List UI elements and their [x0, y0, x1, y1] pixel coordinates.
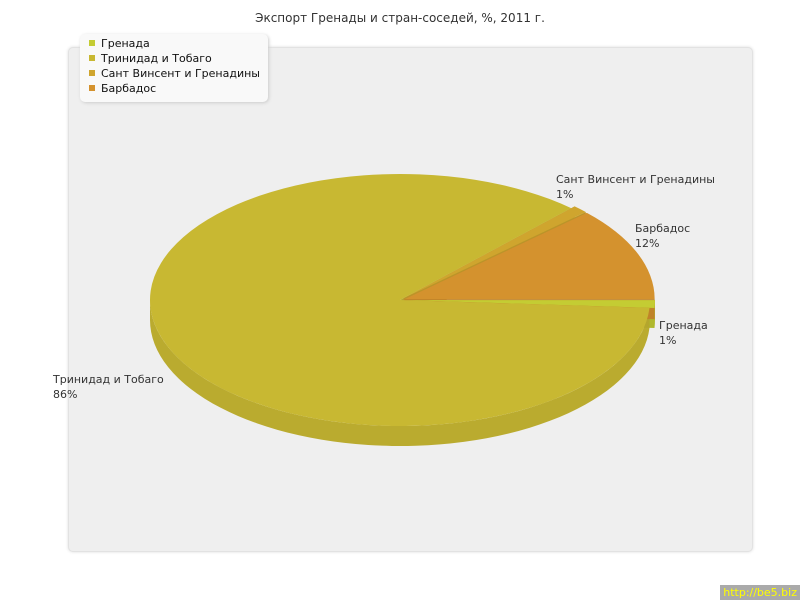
chart-title: Экспорт Гренады и стран-соседей, %, 2011…	[255, 11, 545, 25]
legend-item[interactable]: Тринидад и Тобаго	[89, 51, 212, 66]
pie-slice-2	[403, 206, 586, 299]
pie-slice-side	[150, 300, 650, 446]
credit-link[interactable]: http://be5.biz	[720, 585, 800, 600]
legend: Гренада Тринидад и Тобаго Сант Винсент и…	[80, 34, 268, 102]
legend-swatch	[89, 40, 95, 46]
data-label-barbados: Барбадос 12%	[635, 222, 691, 250]
legend-label: Сант Винсент и Гренадины	[101, 67, 260, 80]
data-label-grenada: Гренада 1%	[659, 319, 708, 347]
legend-label: Тринидад и Тобаго	[101, 52, 212, 65]
pie-slice-3	[404, 212, 655, 300]
pie-slice-0	[404, 300, 655, 308]
legend-item[interactable]: Сант Винсент и Гренадины	[89, 66, 260, 81]
legend-label: Гренада	[101, 37, 150, 50]
legend-swatch	[89, 85, 95, 91]
legend-item[interactable]: Барбадос	[89, 81, 156, 96]
pie-slice-1	[150, 174, 650, 426]
data-label-st-vincent: Сант Винсент и Гренадины 1%	[556, 173, 715, 201]
legend-swatch	[89, 55, 95, 61]
legend-label: Барбадос	[101, 82, 157, 95]
data-label-trinidad: Тринидад и Тобаго 86%	[53, 373, 164, 401]
legend-item[interactable]: Гренада	[89, 36, 150, 51]
legend-swatch	[89, 70, 95, 76]
